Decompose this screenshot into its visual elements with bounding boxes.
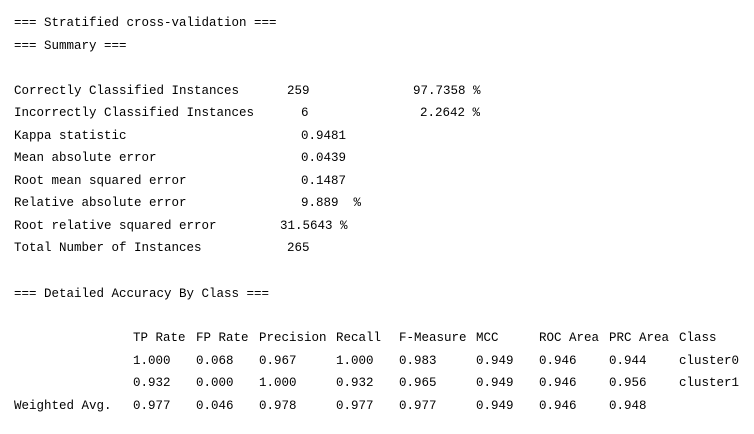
table-cell: 0.932 xyxy=(336,376,374,390)
table-cell: 0.946 xyxy=(539,376,577,390)
table-cell: 0.946 xyxy=(539,399,577,413)
table-cell: 0.000 xyxy=(196,376,234,390)
table-cell: 0.977 xyxy=(133,399,171,413)
table-cell: 1.000 xyxy=(259,376,297,390)
column-header: F-Measure xyxy=(399,331,467,345)
table-cell: 0.932 xyxy=(133,376,171,390)
table-cell: 0.948 xyxy=(609,399,647,413)
table-cell: 0.949 xyxy=(476,354,514,368)
table-cell: 0.068 xyxy=(196,354,234,368)
table-cell: 1.000 xyxy=(133,354,171,368)
summary-label: Incorrectly Classified Instances xyxy=(14,106,255,120)
table-cell: 0.967 xyxy=(259,354,297,368)
summary-label: Mean absolute error xyxy=(14,151,157,165)
table-cell: 0.949 xyxy=(476,399,514,413)
cross-validation-title: === Stratified cross-validation === xyxy=(14,16,277,30)
table-cell: 0.956 xyxy=(609,376,647,390)
table-cell: 0.046 xyxy=(196,399,234,413)
summary-value: 0.1487 xyxy=(301,174,347,188)
summary-value: 9.889 % xyxy=(301,196,362,210)
summary-value: 259 xyxy=(287,84,310,98)
table-cell: 1.000 xyxy=(336,354,374,368)
summary-title: === Summary === xyxy=(14,39,127,53)
table-cell: 0.965 xyxy=(399,376,437,390)
summary-value: 0.0439 xyxy=(301,151,347,165)
column-header: TP Rate xyxy=(133,331,186,345)
summary-value: 6 xyxy=(301,106,309,120)
column-header: Recall xyxy=(336,331,382,345)
table-cell: cluster0 xyxy=(679,354,740,368)
summary-label: Total Number of Instances xyxy=(14,241,202,255)
summary-label: Relative absolute error xyxy=(14,196,187,210)
summary-label: Correctly Classified Instances xyxy=(14,84,240,98)
table-cell: 0.977 xyxy=(336,399,374,413)
summary-label: Root relative squared error xyxy=(14,219,217,233)
table-cell: 0.983 xyxy=(399,354,437,368)
column-header: MCC xyxy=(476,331,499,345)
detailed-accuracy-title: === Detailed Accuracy By Class === xyxy=(14,287,270,301)
table-cell: 0.944 xyxy=(609,354,647,368)
column-header: Precision xyxy=(259,331,327,345)
table-cell: 0.949 xyxy=(476,376,514,390)
summary-value: 31.5643 % xyxy=(280,219,348,233)
summary-value: 265 xyxy=(287,241,310,255)
column-header: PRC Area xyxy=(609,331,670,345)
weighted-avg-label: Weighted Avg. xyxy=(14,399,112,413)
table-cell: 0.946 xyxy=(539,354,577,368)
summary-value: 0.9481 xyxy=(301,129,347,143)
summary-percent: 97.7358 % xyxy=(413,84,481,98)
table-cell: 0.978 xyxy=(259,399,297,413)
column-header: Class xyxy=(679,331,717,345)
table-cell: 0.977 xyxy=(399,399,437,413)
summary-label: Root mean squared error xyxy=(14,174,187,188)
column-header: FP Rate xyxy=(196,331,249,345)
table-cell: cluster1 xyxy=(679,376,740,390)
column-header: ROC Area xyxy=(539,331,600,345)
summary-label: Kappa statistic xyxy=(14,129,127,143)
summary-percent: 2.2642 % xyxy=(420,106,481,120)
